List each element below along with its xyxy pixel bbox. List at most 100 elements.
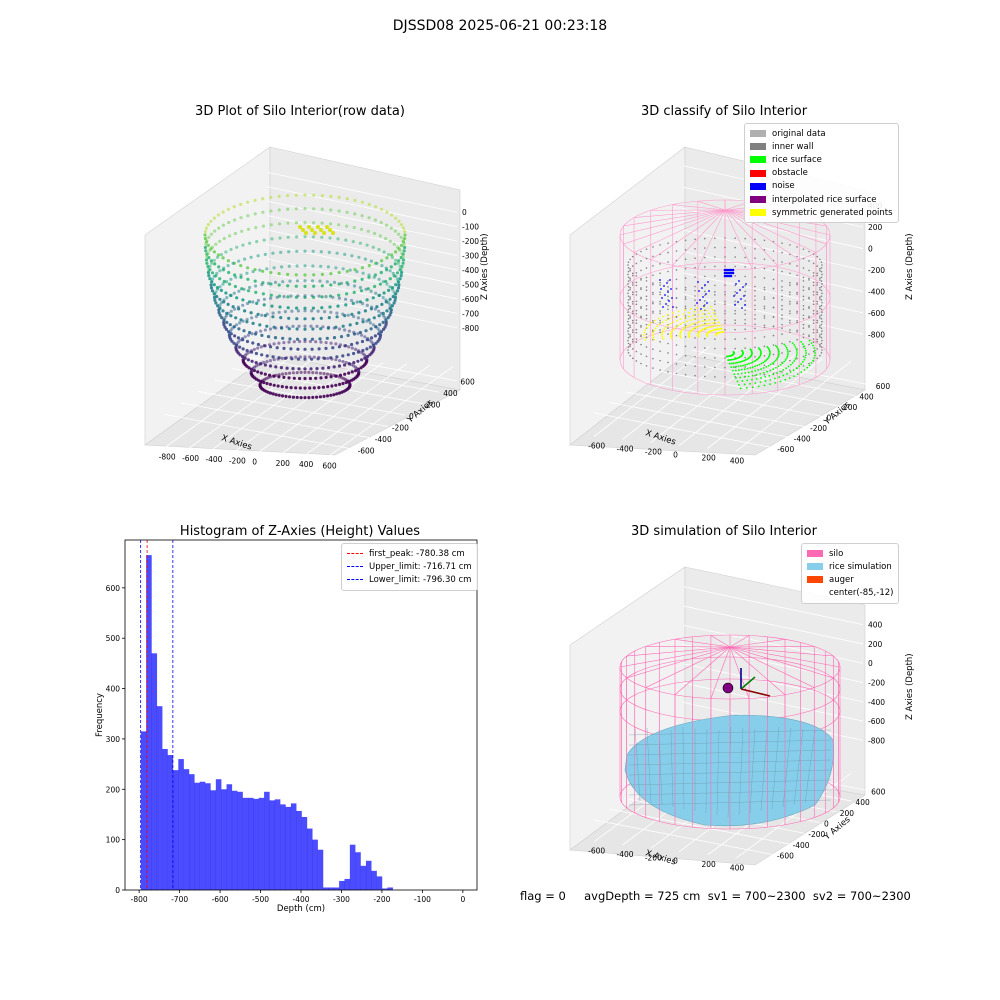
- p4-ytick: -600: [777, 852, 794, 861]
- p2-wall-point: [724, 322, 726, 324]
- p1-point: [326, 265, 330, 269]
- p1-point: [224, 250, 228, 254]
- p2-rice-point: [786, 355, 789, 358]
- p2-rice-point: [754, 382, 757, 384]
- p1-point: [364, 329, 368, 333]
- p1-point: [260, 353, 264, 357]
- p2-noise-point: [663, 285, 665, 287]
- p2-wall-point: [802, 314, 805, 317]
- p1-point: [263, 372, 267, 376]
- p2-wall-point: [714, 256, 716, 258]
- p2-sym-point: [679, 331, 682, 334]
- p2-wall-point: [640, 324, 642, 327]
- p1-point: [212, 274, 216, 278]
- p1-point: [265, 354, 269, 358]
- p2-wall-point: [694, 285, 696, 288]
- p2-wall-point: [652, 312, 654, 314]
- p1-zgrid: [266, 200, 458, 242]
- p2-rice-point: [751, 370, 753, 373]
- p1-point: [335, 311, 339, 315]
- p2-wall-point: [694, 337, 696, 339]
- p2-sym-point: [681, 328, 684, 331]
- p2-rice-point: [743, 376, 746, 378]
- p2-sym-point: [710, 305, 712, 308]
- p2-rice-point: [739, 387, 742, 390]
- panel1-3d-scatter: -800 -600 -400 -200 0 200 400 6006004002000-200…: [144, 146, 490, 470]
- p2-sym-point: [692, 322, 695, 325]
- legend-item: Upper_limit: -716.71 cm: [347, 560, 472, 573]
- p2-wall-point: [667, 333, 669, 335]
- p2-wall-point: [821, 311, 823, 314]
- p2-wall-point: [734, 265, 736, 268]
- p2-wall-point: [789, 291, 791, 293]
- p1-point: [237, 327, 241, 331]
- p1-point: [359, 366, 363, 370]
- p2-wall-point: [635, 303, 638, 306]
- p2-rice-point: [737, 373, 739, 375]
- p1-point: [233, 284, 237, 289]
- p2-wall-point: [812, 275, 815, 277]
- p1-point: [232, 325, 236, 329]
- p2-wall-point: [808, 288, 810, 291]
- p1-point: [344, 360, 348, 365]
- p1-point: [295, 327, 299, 331]
- p1-point: [344, 238, 348, 242]
- p2-wall-point: [694, 365, 696, 368]
- p1-point: [401, 226, 406, 230]
- p2-wall-point: [640, 315, 642, 318]
- legend-label: Lower_limit: -796.30 cm: [369, 574, 472, 585]
- p2-sym-point: [670, 330, 673, 333]
- p4-xtick: 200: [702, 860, 717, 869]
- p1-point: [385, 309, 389, 313]
- p2-wall-point: [734, 237, 736, 239]
- p1-point: [240, 229, 244, 233]
- p4-ztick: 0: [868, 659, 873, 668]
- p1-point: [352, 290, 356, 294]
- p2-ytick: 400: [859, 393, 874, 402]
- p2-wall-point: [684, 267, 687, 270]
- p1-point: [310, 309, 314, 313]
- p2-sym-point: [652, 331, 655, 334]
- p2-sym-point: [656, 325, 659, 328]
- p1-point: [285, 356, 289, 360]
- p2-sym-point: [647, 324, 650, 327]
- p1-point: [392, 290, 396, 294]
- p1-point: [296, 294, 300, 298]
- p2-noise-point: [659, 279, 661, 281]
- p1-point: [280, 385, 284, 389]
- p2-wall-point: [645, 286, 648, 288]
- p1-point: [340, 390, 344, 394]
- p3-bar: [215, 779, 222, 890]
- p2-noise-point: [669, 279, 671, 281]
- p1-point: [249, 349, 254, 353]
- p2-wall-point: [659, 350, 661, 352]
- p2-wall-point: [631, 265, 634, 267]
- p1-point: [365, 319, 369, 323]
- p2-wall-point: [640, 260, 642, 262]
- p1-point: [209, 219, 213, 223]
- p1-point: [360, 339, 365, 344]
- p1-point: [275, 295, 279, 299]
- p1-point: [353, 268, 357, 272]
- p2-wall-point: [631, 284, 634, 286]
- p1-point: [367, 202, 371, 206]
- p2-noise-point: [737, 301, 739, 303]
- p3-bar: [258, 797, 265, 890]
- p2-wall-point: [772, 269, 775, 271]
- p2-wall-point: [640, 316, 642, 319]
- p2-rice-point: [751, 366, 754, 369]
- p2-wall-point: [819, 307, 821, 310]
- p2-noise-point: [729, 271, 733, 275]
- p2-rice-point: [762, 361, 765, 364]
- p2-sym-point: [670, 335, 673, 338]
- p1-point: [230, 327, 234, 331]
- p1-ygrid: [197, 391, 388, 427]
- p1-point: [327, 250, 331, 254]
- p2-rice-point: [771, 362, 774, 365]
- p1-point: [262, 297, 266, 301]
- p2-noise-point: [697, 281, 699, 283]
- p2-wall-point: [816, 331, 819, 334]
- p2-sym-point: [664, 326, 667, 329]
- p1-point: [329, 341, 333, 345]
- p2-rice-point: [777, 355, 780, 357]
